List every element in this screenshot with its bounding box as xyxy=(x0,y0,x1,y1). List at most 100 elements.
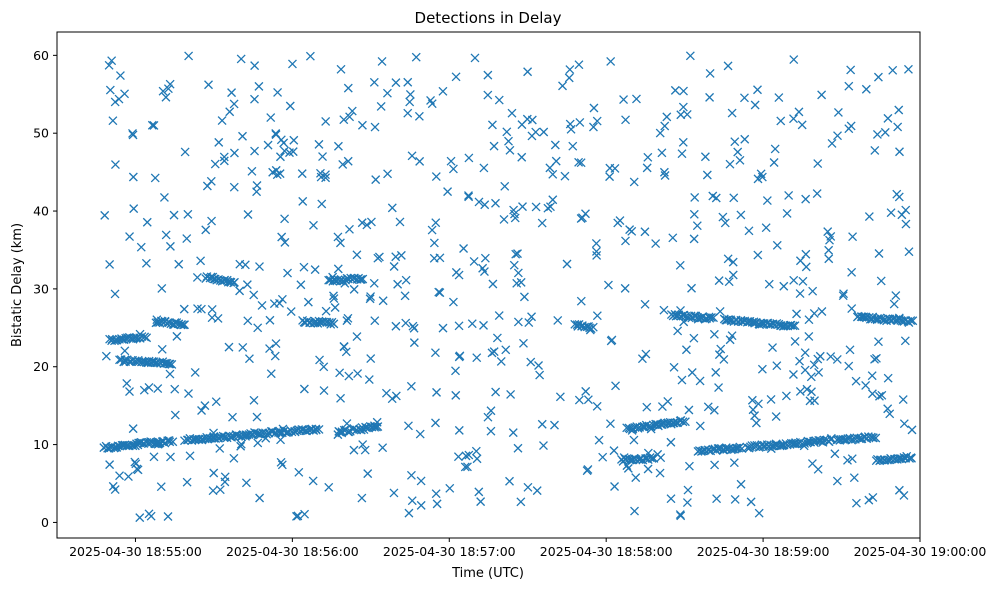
detection-marker xyxy=(589,103,599,113)
detection-marker xyxy=(605,163,615,173)
detection-marker xyxy=(255,262,264,272)
detection-marker xyxy=(407,496,417,506)
detection-marker xyxy=(728,257,738,267)
detection-marker xyxy=(486,426,496,436)
detection-marker xyxy=(494,311,504,320)
detection-marker xyxy=(277,460,287,470)
detection-marker xyxy=(342,316,352,326)
detection-marker xyxy=(702,170,712,180)
detection-marker xyxy=(184,51,194,61)
detection-marker xyxy=(403,77,413,87)
detection-marker xyxy=(432,499,442,509)
detection-marker xyxy=(280,237,290,247)
detection-marker xyxy=(809,309,819,318)
detection-marker xyxy=(889,299,899,309)
detection-marker xyxy=(523,482,533,492)
detection-marker xyxy=(483,412,493,422)
detection-marker xyxy=(720,218,730,228)
detection-marker xyxy=(230,277,239,287)
detection-marker xyxy=(564,73,574,83)
detection-marker xyxy=(653,449,663,459)
detection-marker xyxy=(471,446,481,456)
detection-marker xyxy=(844,361,854,371)
detection-marker xyxy=(516,497,526,507)
detection-marker xyxy=(210,159,220,169)
detection-marker xyxy=(795,386,805,396)
detection-marker xyxy=(374,252,384,262)
detection-marker xyxy=(265,344,274,354)
detection-marker xyxy=(414,111,424,121)
detection-marker xyxy=(888,65,898,75)
detection-marker xyxy=(867,371,877,381)
detection-marker xyxy=(225,107,235,117)
detection-marker xyxy=(574,157,584,167)
detection-marker xyxy=(266,113,276,123)
x-axis-ticks: 2025-04-30 18:55:00 2025-04-30 18:56:00 20… xyxy=(69,538,986,559)
detection-marker xyxy=(826,433,836,443)
detection-marker xyxy=(409,338,419,348)
x-axis-label: Time (UTC) xyxy=(451,566,524,581)
detection-marker xyxy=(844,81,854,91)
detection-marker xyxy=(846,121,856,131)
detection-marker xyxy=(592,250,602,260)
detection-marker xyxy=(211,434,221,443)
detection-marker xyxy=(339,115,349,125)
detection-marker xyxy=(149,452,159,462)
detection-marker xyxy=(872,129,882,139)
detection-marker xyxy=(839,289,849,299)
detection-marker xyxy=(625,225,635,235)
detection-marker xyxy=(309,220,318,230)
detection-marker xyxy=(534,361,543,370)
detection-marker xyxy=(723,61,733,71)
detection-marker xyxy=(469,256,479,266)
detection-marker xyxy=(362,220,372,230)
detection-marker xyxy=(555,392,565,402)
detection-marker xyxy=(277,232,287,242)
detection-marker xyxy=(156,482,166,492)
detection-marker xyxy=(874,337,883,347)
detection-marker xyxy=(711,367,721,377)
detection-marker xyxy=(144,382,154,392)
detection-marker xyxy=(591,247,601,256)
detection-marker xyxy=(300,509,310,519)
detection-marker xyxy=(429,253,439,263)
detection-marker xyxy=(643,448,653,458)
detection-marker xyxy=(453,452,463,462)
detection-marker xyxy=(684,405,694,415)
detection-marker xyxy=(381,388,391,398)
detection-marker xyxy=(252,412,262,422)
detection-marker xyxy=(724,315,733,324)
detection-marker xyxy=(489,141,499,151)
detection-marker xyxy=(747,317,757,327)
detection-marker xyxy=(718,212,728,222)
detection-marker xyxy=(311,425,321,435)
detection-marker xyxy=(877,390,887,400)
detection-marker xyxy=(659,167,669,177)
detection-marker xyxy=(364,375,374,385)
detection-marker xyxy=(880,127,890,137)
detection-marker xyxy=(276,457,286,467)
detection-marker xyxy=(781,391,791,401)
detection-marker xyxy=(275,152,285,162)
detection-marker xyxy=(779,281,789,291)
detection-marker xyxy=(250,61,260,71)
detection-marker xyxy=(271,339,281,348)
detection-marker xyxy=(640,299,650,309)
detection-marker xyxy=(238,343,248,352)
detection-marker xyxy=(670,85,680,95)
detection-marker xyxy=(813,354,823,364)
detection-marker xyxy=(790,321,800,331)
detection-marker xyxy=(678,137,688,147)
detection-marker xyxy=(406,381,416,391)
detection-marker xyxy=(391,391,401,401)
detection-marker xyxy=(795,256,805,266)
detection-marker xyxy=(165,359,175,369)
detection-marker xyxy=(370,422,380,432)
detection-marker xyxy=(280,146,290,156)
detection-marker xyxy=(526,357,536,367)
detection-marker xyxy=(329,291,338,301)
detection-marker xyxy=(395,217,405,227)
y-tick-label: 10 xyxy=(33,437,49,452)
detection-marker xyxy=(343,156,353,166)
detection-marker xyxy=(894,105,904,115)
